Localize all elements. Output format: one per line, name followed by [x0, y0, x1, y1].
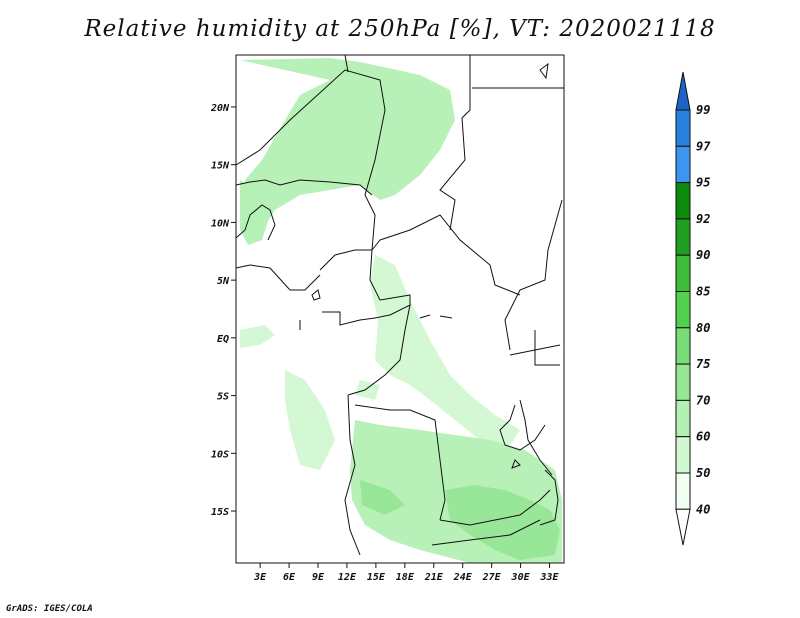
y-tick-label: 15N — [211, 161, 230, 172]
y-tick-label: 15S — [211, 507, 229, 518]
colorbar-segment — [675, 254, 691, 292]
colorbar-segment — [675, 218, 691, 256]
colorbar-label: 70 — [696, 393, 710, 407]
region-congo-diagonal-band — [355, 255, 520, 445]
colorbar-top-arrow — [675, 71, 691, 111]
region-west-africa-patch — [240, 180, 270, 245]
y-tick-label: 20N — [210, 103, 230, 114]
colorbar-segment — [675, 327, 691, 365]
colorbar-label: 75 — [696, 357, 710, 371]
x-tick-label: 21E — [424, 572, 444, 583]
chart-title: Relative humidity at 250hPa [%], VT: 202… — [84, 16, 716, 42]
x-tick-label: 15E — [367, 572, 386, 583]
colorbar-segment — [675, 472, 691, 510]
colorbar-segment — [675, 109, 691, 147]
colorbar-segment — [675, 182, 691, 220]
x-axis: 3E 6E 9E 12E 15E 18E 21E 24E 27E 30E 33E — [253, 563, 560, 583]
colorbar-label: 50 — [696, 466, 710, 480]
y-tick-label: 10N — [211, 218, 230, 229]
colorbar: 99 97 95 92 90 85 80 75 70 60 50 40 — [675, 71, 711, 546]
x-tick-label: 12E — [338, 572, 357, 583]
y-tick-label: 10S — [211, 449, 229, 460]
footer-credit: GrADS: IGES/COLA — [6, 604, 93, 614]
y-tick-label: EQ — [217, 334, 229, 345]
y-axis: 20N 15N 10N 5N EQ 5S 10S 15S — [210, 103, 236, 518]
x-tick-label: 18E — [396, 572, 415, 583]
colorbar-segment — [675, 399, 691, 438]
colorbar-bottom-arrow — [675, 508, 691, 546]
colorbar-label: 95 — [696, 176, 710, 190]
colorbar-label: 92 — [696, 212, 710, 226]
x-tick-label: 30E — [511, 572, 531, 583]
x-tick-label: 9E — [312, 572, 325, 583]
country-borders — [235, 54, 564, 556]
region-southeast-core — [360, 480, 560, 560]
humidity-shading — [240, 58, 562, 563]
x-tick-label: 6E — [283, 572, 296, 583]
colorbar-label: 40 — [696, 502, 710, 516]
colorbar-label: 80 — [696, 321, 710, 335]
colorbar-label: 97 — [696, 139, 711, 153]
region-atlantic-southwest-patch — [240, 325, 335, 470]
y-tick-label: 5N — [217, 276, 230, 287]
y-tick-label: 5S — [217, 392, 229, 403]
colorbar-label: 90 — [696, 248, 710, 262]
region-sahel-north-moist-band — [240, 58, 455, 240]
colorbar-segment — [675, 363, 691, 401]
colorbar-label: 85 — [696, 285, 710, 299]
x-tick-label: 24E — [453, 572, 473, 583]
colorbar-segment — [675, 145, 691, 184]
x-tick-label: 27E — [482, 572, 502, 583]
colorbar-label: 99 — [696, 103, 710, 117]
x-tick-label: 33E — [539, 572, 559, 583]
colorbar-segment — [675, 291, 691, 329]
x-tick-label: 3E — [253, 572, 267, 583]
map-frame — [235, 54, 565, 564]
colorbar-label: 60 — [696, 430, 710, 444]
colorbar-segment — [675, 436, 691, 474]
